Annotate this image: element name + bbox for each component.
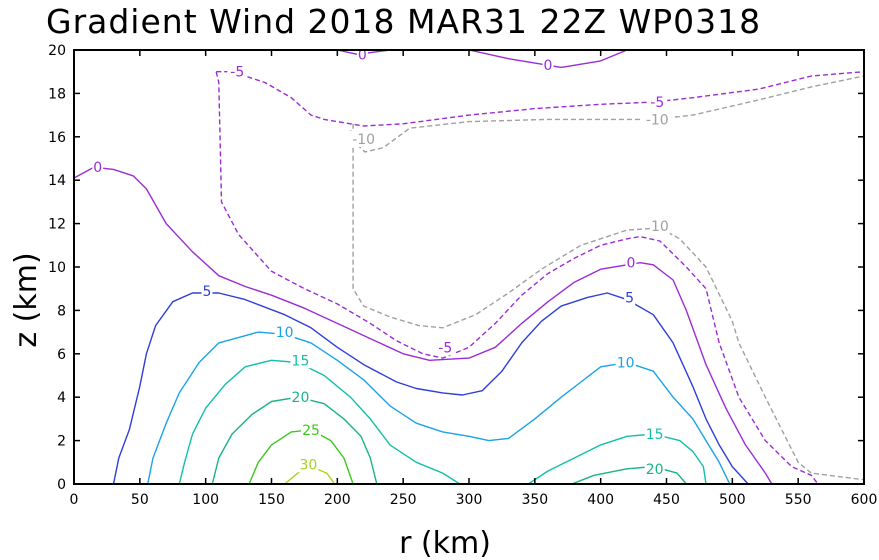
contour-label-layer: -10 -10 10 -5 -5 -5 0 0 0 0 5 5 10 10 15 15 20 20 25 30 bbox=[92, 46, 672, 478]
contour-label-bg bbox=[644, 426, 665, 443]
x-tick-label: 0 bbox=[70, 492, 79, 508]
contour-label-bg bbox=[356, 46, 368, 63]
contour-label: 25 bbox=[302, 423, 320, 439]
contour-label-bg bbox=[624, 289, 636, 306]
contour-label-bg bbox=[290, 352, 311, 369]
x-tick-label: 450 bbox=[653, 492, 680, 508]
y-tick-label: 2 bbox=[57, 434, 66, 450]
contour-label: -10 bbox=[352, 132, 375, 148]
contour-label: -10 bbox=[646, 112, 669, 128]
contour-label: -5 bbox=[230, 65, 244, 81]
y-tick-label: 10 bbox=[48, 260, 66, 276]
y-tick-label: 18 bbox=[48, 86, 66, 102]
contour-label: -5 bbox=[438, 340, 452, 356]
contour-label-bg bbox=[349, 130, 379, 147]
contour-label: 10 bbox=[276, 325, 294, 341]
y-tick-label: 20 bbox=[48, 43, 66, 59]
contour-line-0-4 bbox=[74, 166, 773, 484]
contour-label-bg bbox=[298, 456, 319, 473]
x-tick-label: 350 bbox=[521, 492, 548, 508]
contour-label: 30 bbox=[299, 457, 317, 473]
x-tick-label: 250 bbox=[390, 492, 417, 508]
y-axis-label: z (km) bbox=[9, 252, 44, 347]
contour-layer bbox=[74, 50, 864, 484]
contour-label: 0 bbox=[93, 160, 102, 176]
y-tick-label: 14 bbox=[48, 173, 66, 189]
y-axis-ticks: 0 2 4 6 8 10 12 14 16 18 20 bbox=[48, 43, 864, 493]
contour-label-bg bbox=[647, 94, 668, 111]
x-tick-label: 100 bbox=[192, 492, 219, 508]
contour-line-20-12 bbox=[571, 465, 687, 484]
contour-line-15-10 bbox=[527, 433, 707, 484]
contour-label: -5 bbox=[650, 95, 664, 111]
contour-label: 10 bbox=[617, 355, 635, 371]
contour-label-bg bbox=[435, 339, 456, 356]
contour-label: 0 bbox=[358, 47, 367, 63]
contour-label: 0 bbox=[626, 256, 635, 272]
contour-label-bg bbox=[290, 389, 311, 406]
contour-label-bg bbox=[615, 354, 636, 371]
contour-label-bg bbox=[92, 159, 104, 176]
contour-label-bg bbox=[642, 111, 672, 128]
y-tick-label: 0 bbox=[57, 477, 66, 493]
contour-label: 10 bbox=[651, 219, 669, 235]
contour-label-bg bbox=[274, 324, 295, 341]
x-tick-label: 300 bbox=[456, 492, 483, 508]
contour-line-10-8 bbox=[147, 331, 731, 484]
x-tick-label: 500 bbox=[719, 492, 746, 508]
y-tick-label: 4 bbox=[57, 390, 66, 406]
contour-label-bg bbox=[301, 421, 321, 438]
chart-title: Gradient Wind 2018 MAR31 22Z WP0318 bbox=[46, 2, 761, 41]
contour-line-20-11 bbox=[211, 396, 378, 484]
contour-label-bg bbox=[542, 57, 554, 74]
contour-line-0-6 bbox=[468, 50, 628, 69]
x-tick-label: 400 bbox=[587, 492, 614, 508]
y-tick-label: 12 bbox=[48, 217, 66, 233]
x-tick-label: 150 bbox=[258, 492, 285, 508]
contour-label: 20 bbox=[646, 462, 664, 478]
contour-line-neg10-0 bbox=[349, 75, 864, 153]
y-tick-label: 16 bbox=[48, 130, 66, 146]
contour-label-bg bbox=[201, 282, 213, 299]
contour-label-bg bbox=[227, 63, 248, 80]
x-axis-label: r (km) bbox=[399, 526, 491, 560]
x-tick-label: 200 bbox=[324, 492, 351, 508]
contour-line-neg10-1 bbox=[352, 123, 864, 481]
contour-label-bg bbox=[644, 460, 665, 477]
contour-label: 20 bbox=[292, 390, 310, 406]
y-tick-label: 6 bbox=[57, 347, 66, 363]
contour-line-neg5-3 bbox=[216, 71, 864, 127]
x-tick-label: 50 bbox=[131, 492, 149, 508]
x-tick-label: 600 bbox=[851, 492, 878, 508]
contour-line-5-7 bbox=[112, 292, 749, 484]
contour-label: 5 bbox=[203, 284, 212, 300]
contour-line-neg5-2 bbox=[215, 71, 819, 484]
contour-label: 5 bbox=[625, 290, 634, 306]
contour-label: 15 bbox=[292, 353, 310, 369]
contour-label-bg bbox=[625, 254, 637, 271]
y-tick-label: 8 bbox=[57, 303, 66, 319]
contour-label-bg bbox=[649, 217, 670, 234]
contour-label: 0 bbox=[544, 58, 553, 74]
x-tick-label: 550 bbox=[785, 492, 812, 508]
contour-label: 15 bbox=[646, 427, 664, 443]
x-axis-ticks: 0 50 100 150 200 250 300 350 400 450 500 550 600 bbox=[70, 50, 878, 508]
